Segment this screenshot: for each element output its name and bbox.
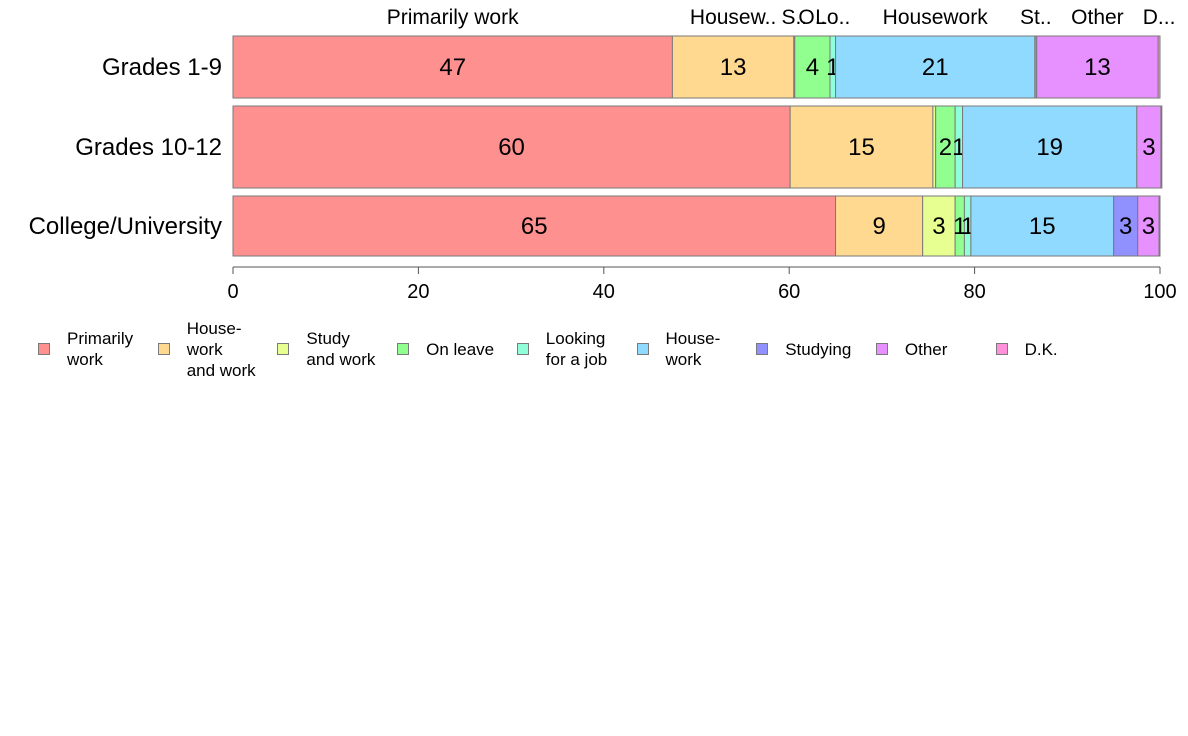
x-tick-label: 20 [407, 281, 429, 303]
data-label: 3 [1142, 134, 1155, 161]
chart-legend: Primarily work House- work and work Study … [38, 316, 1158, 386]
x-tick-label: 100 [1143, 281, 1176, 303]
category-label: Grades 10-12 [75, 134, 222, 161]
data-label: 47 [439, 54, 466, 81]
bar-segment [1036, 35, 1159, 99]
legend-swatch [38, 343, 50, 355]
bar-segment [1157, 35, 1161, 99]
category-label: Grades 1-9 [102, 54, 222, 81]
bar-segment [835, 35, 1036, 99]
legend-item: On leave [397, 316, 494, 382]
bar-segment [789, 105, 934, 189]
legend-label: D.K. [1024, 339, 1058, 359]
data-label: 3 [1119, 213, 1132, 240]
legend-label: Study and work [306, 329, 376, 369]
legend-swatch [157, 343, 170, 355]
legend-label: Studying [785, 339, 852, 359]
series-top-label: Primarily work [387, 6, 519, 29]
legend-label: Looking for a job [545, 329, 608, 369]
legend-item: Primarily work [38, 316, 133, 382]
legend-swatch [875, 343, 888, 355]
bar-segment [1113, 195, 1139, 257]
series-top-label: Other [1071, 6, 1124, 29]
legend-item: Other [875, 316, 948, 382]
legend-item: Looking for a job [516, 316, 608, 382]
bar-segment [671, 35, 795, 99]
data-label: 3 [1142, 213, 1155, 240]
legend-swatch [516, 343, 529, 355]
data-label: 21 [922, 54, 949, 81]
data-label: 3 [932, 213, 945, 240]
legend-swatch [756, 343, 769, 355]
legend-label: House- work [665, 329, 721, 369]
data-label: 9 [872, 213, 885, 240]
bar-segment [962, 105, 1138, 189]
data-label: 13 [720, 54, 747, 81]
legend-swatch [277, 343, 290, 355]
series-top-label: Housework [883, 6, 989, 29]
legend-item: D.K. [995, 316, 1058, 382]
bar-segment [835, 195, 924, 257]
x-tick-label: 0 [227, 281, 238, 303]
series-top-label: St.. [1020, 6, 1052, 29]
bar-segment [1160, 105, 1163, 189]
bar-segment [232, 105, 791, 189]
x-tick-label: 80 [963, 281, 985, 303]
legend-label: On leave [426, 339, 495, 359]
x-tick-label: 40 [593, 281, 615, 303]
series-top-label: O.. [798, 6, 826, 29]
bar-segment [232, 195, 837, 257]
legend-item: Study and work [277, 316, 375, 382]
data-label: 4 [806, 54, 819, 81]
data-label: 60 [498, 134, 525, 161]
category-label: College/University [29, 213, 222, 240]
data-label: 13 [1084, 54, 1111, 81]
bar-segment [922, 195, 956, 257]
series-top-label: S.. [781, 6, 807, 29]
data-label: 1 [953, 213, 966, 240]
x-tick-label: 60 [778, 281, 800, 303]
legend-label: Other [904, 339, 948, 359]
legend-swatch [397, 343, 410, 355]
series-top-label: Lo.. [815, 6, 850, 29]
bar-segment [1136, 105, 1162, 189]
bar-segment [232, 35, 673, 99]
bar-segment [1158, 195, 1161, 257]
stacked-bar-chart: Grades 1-9 Grades 10-12 College/University… [29, 6, 1177, 303]
series-top-label: D... [1143, 6, 1176, 29]
data-label: 15 [848, 134, 875, 161]
legend-item: House- work [636, 316, 721, 382]
legend-label: Primarily work [67, 329, 134, 369]
legend-swatch [636, 343, 649, 355]
legend-label: House- work and work [186, 318, 256, 380]
legend-swatch [995, 343, 1008, 355]
data-label: 15 [1029, 213, 1056, 240]
data-label: 19 [1036, 134, 1063, 161]
data-label: 65 [521, 213, 548, 240]
series-top-label: Housew.. [690, 6, 776, 29]
data-label: 2 [939, 134, 952, 161]
legend-item: House- work and work [157, 316, 256, 382]
legend-item: Studying [756, 316, 851, 382]
